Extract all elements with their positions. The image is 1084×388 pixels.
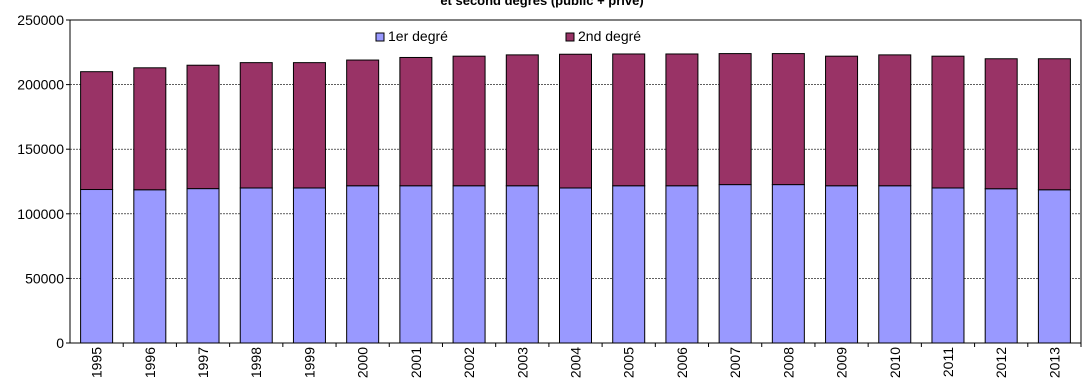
- x-tick-label: 1997: [195, 347, 211, 378]
- bar-2nd-degre: [984, 58, 1018, 190]
- bar-2nd-degre: [931, 55, 965, 189]
- x-tick-label: 2009: [834, 347, 850, 378]
- y-tick-label: 200000: [17, 77, 64, 93]
- x-tick-label: 2012: [993, 347, 1009, 378]
- bar-2nd-degre: [771, 53, 805, 186]
- legend-label: 1er degré: [388, 28, 448, 44]
- bar-1er-degre: [80, 189, 114, 344]
- bar-2nd-degre: [399, 56, 433, 187]
- bar-2nd-degre: [239, 62, 273, 189]
- bar-1er-degre: [239, 187, 273, 344]
- x-tick-label: 2013: [1046, 347, 1062, 378]
- bar-2nd-degre: [665, 53, 699, 187]
- bar-1er-degre: [718, 184, 752, 344]
- bar-1er-degre: [984, 188, 1018, 344]
- x-tick-label: 2006: [674, 347, 690, 378]
- bar-1er-degre: [825, 185, 859, 344]
- bar-2nd-degre: [718, 53, 752, 186]
- bar-1er-degre: [1037, 189, 1071, 344]
- y-tick-label: 0: [56, 335, 64, 351]
- bar-2nd-degre: [346, 59, 380, 187]
- bar-1er-degre: [399, 185, 433, 344]
- x-tick-label: 1999: [301, 347, 317, 378]
- bar-1er-degre: [878, 185, 912, 344]
- bar-2nd-degre: [452, 55, 486, 187]
- bar-1er-degre: [505, 185, 539, 344]
- bar-2nd-degre: [186, 64, 220, 190]
- legend-swatch: [565, 32, 575, 42]
- x-tick-label: 1998: [248, 347, 264, 378]
- chart-title: et second degrés (public + privé): [440, 0, 644, 8]
- x-tick-label: 2004: [568, 347, 584, 378]
- bar-1er-degre: [452, 185, 486, 344]
- x-tick-label: 2005: [621, 347, 637, 378]
- x-tick-label: 2000: [355, 347, 371, 378]
- bar-2nd-degre: [559, 53, 592, 189]
- bar-1er-degre: [931, 187, 965, 344]
- x-tick-label: 1995: [89, 347, 105, 378]
- y-tick-label: 50000: [25, 270, 64, 286]
- bar-2nd-degre: [1037, 58, 1071, 191]
- bar-1er-degre: [771, 184, 805, 344]
- x-tick-label: 1996: [142, 347, 158, 378]
- bar-2nd-degre: [878, 54, 912, 187]
- x-tick-label: 2002: [461, 347, 477, 378]
- bar-2nd-degre: [825, 55, 859, 187]
- bar-1er-degre: [612, 185, 646, 344]
- x-tick-label: 2003: [514, 347, 530, 378]
- bar-2nd-degre: [505, 54, 539, 187]
- bar-1er-degre: [186, 188, 220, 344]
- x-tick-label: 2008: [780, 347, 796, 378]
- y-tick-label: 100000: [17, 206, 64, 222]
- x-tick-label: 2007: [727, 347, 743, 378]
- y-tick-label: 250000: [17, 12, 64, 28]
- legend-swatch: [375, 32, 385, 42]
- bar-1er-degre: [133, 189, 167, 344]
- bar-2nd-degre: [292, 62, 326, 189]
- x-tick-label: 2010: [887, 347, 903, 378]
- bar-2nd-degre: [80, 71, 114, 191]
- legend-label: 2nd degré: [578, 28, 641, 44]
- bar-1er-degre: [559, 187, 592, 344]
- y-tick-label: 150000: [17, 141, 64, 157]
- x-tick-label: 2011: [940, 347, 956, 377]
- bar-1er-degre: [665, 185, 699, 344]
- bar-2nd-degre: [612, 53, 646, 187]
- bar-2nd-degre: [133, 67, 167, 191]
- bar-1er-degre: [346, 185, 380, 344]
- bar-1er-degre: [292, 187, 326, 344]
- x-tick-label: 2001: [408, 347, 424, 378]
